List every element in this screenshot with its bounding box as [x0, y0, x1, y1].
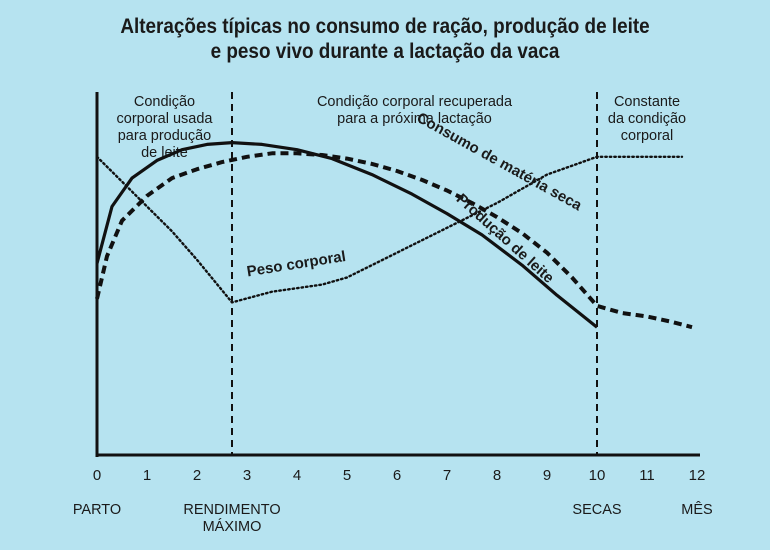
x-tick-label: 4	[293, 467, 301, 484]
x-tick-label: 9	[543, 467, 551, 484]
series-line-consumo-de-materia-seca	[95, 151, 693, 330]
series-lines	[95, 141, 693, 330]
x-tick-label: 11	[639, 467, 655, 484]
x-landmark-label-mes: MÊS	[681, 501, 712, 518]
x-landmark-labels: PARTO RENDIMENTO MÁXIMO SECAS MÊS	[73, 501, 713, 535]
series-label-peso-corporal: Peso corporal	[246, 248, 347, 280]
phase-label-2: Condição corporal recuperada para a próxi…	[317, 94, 513, 127]
phase-label-3: Constante da condição corporal	[608, 94, 686, 144]
phase-labels: Condição corporal usada para produção de le…	[117, 94, 687, 161]
x-tick-label: 12	[689, 467, 706, 484]
series-line-producao-de-leite	[95, 141, 598, 329]
phase-label-1: Condição corporal usada para produção de le…	[117, 94, 214, 161]
chart-title: Alterações típicas no consumo de ração, …	[39, 14, 732, 64]
series-label-producao-de-leite: Produção de leite	[453, 191, 557, 287]
series-line-peso-corporal	[95, 155, 684, 304]
chart-title-line-1: Alterações típicas no consumo de ração, …	[120, 15, 650, 38]
x-tick-label: 5	[343, 467, 351, 484]
x-tick-label: 3	[243, 467, 251, 484]
x-landmark-label-secas: SECAS	[572, 502, 621, 518]
phase-dividers	[231, 92, 598, 455]
x-tick-label: 1	[143, 467, 151, 484]
series-label-consumo-de-materia-seca: Consumo de matéria seca	[414, 109, 585, 214]
x-tick-labels: 0 1 2 3 4 5 6 7 8 9 10 11 12	[93, 467, 706, 484]
x-landmark-label-rendimento-maximo: RENDIMENTO MÁXIMO	[183, 502, 280, 535]
x-tick-label: 8	[493, 467, 501, 484]
x-tick-label: 0	[93, 467, 101, 484]
x-tick-label: 7	[443, 467, 451, 484]
chart-title-line-2: e peso vivo durante a lactação da vaca	[210, 40, 560, 63]
x-tick-label: 2	[193, 467, 201, 484]
x-landmark-label-parto: PARTO	[73, 502, 121, 518]
x-tick-label: 10	[589, 467, 606, 484]
x-tick-label: 6	[393, 467, 401, 484]
axes	[95, 92, 700, 457]
